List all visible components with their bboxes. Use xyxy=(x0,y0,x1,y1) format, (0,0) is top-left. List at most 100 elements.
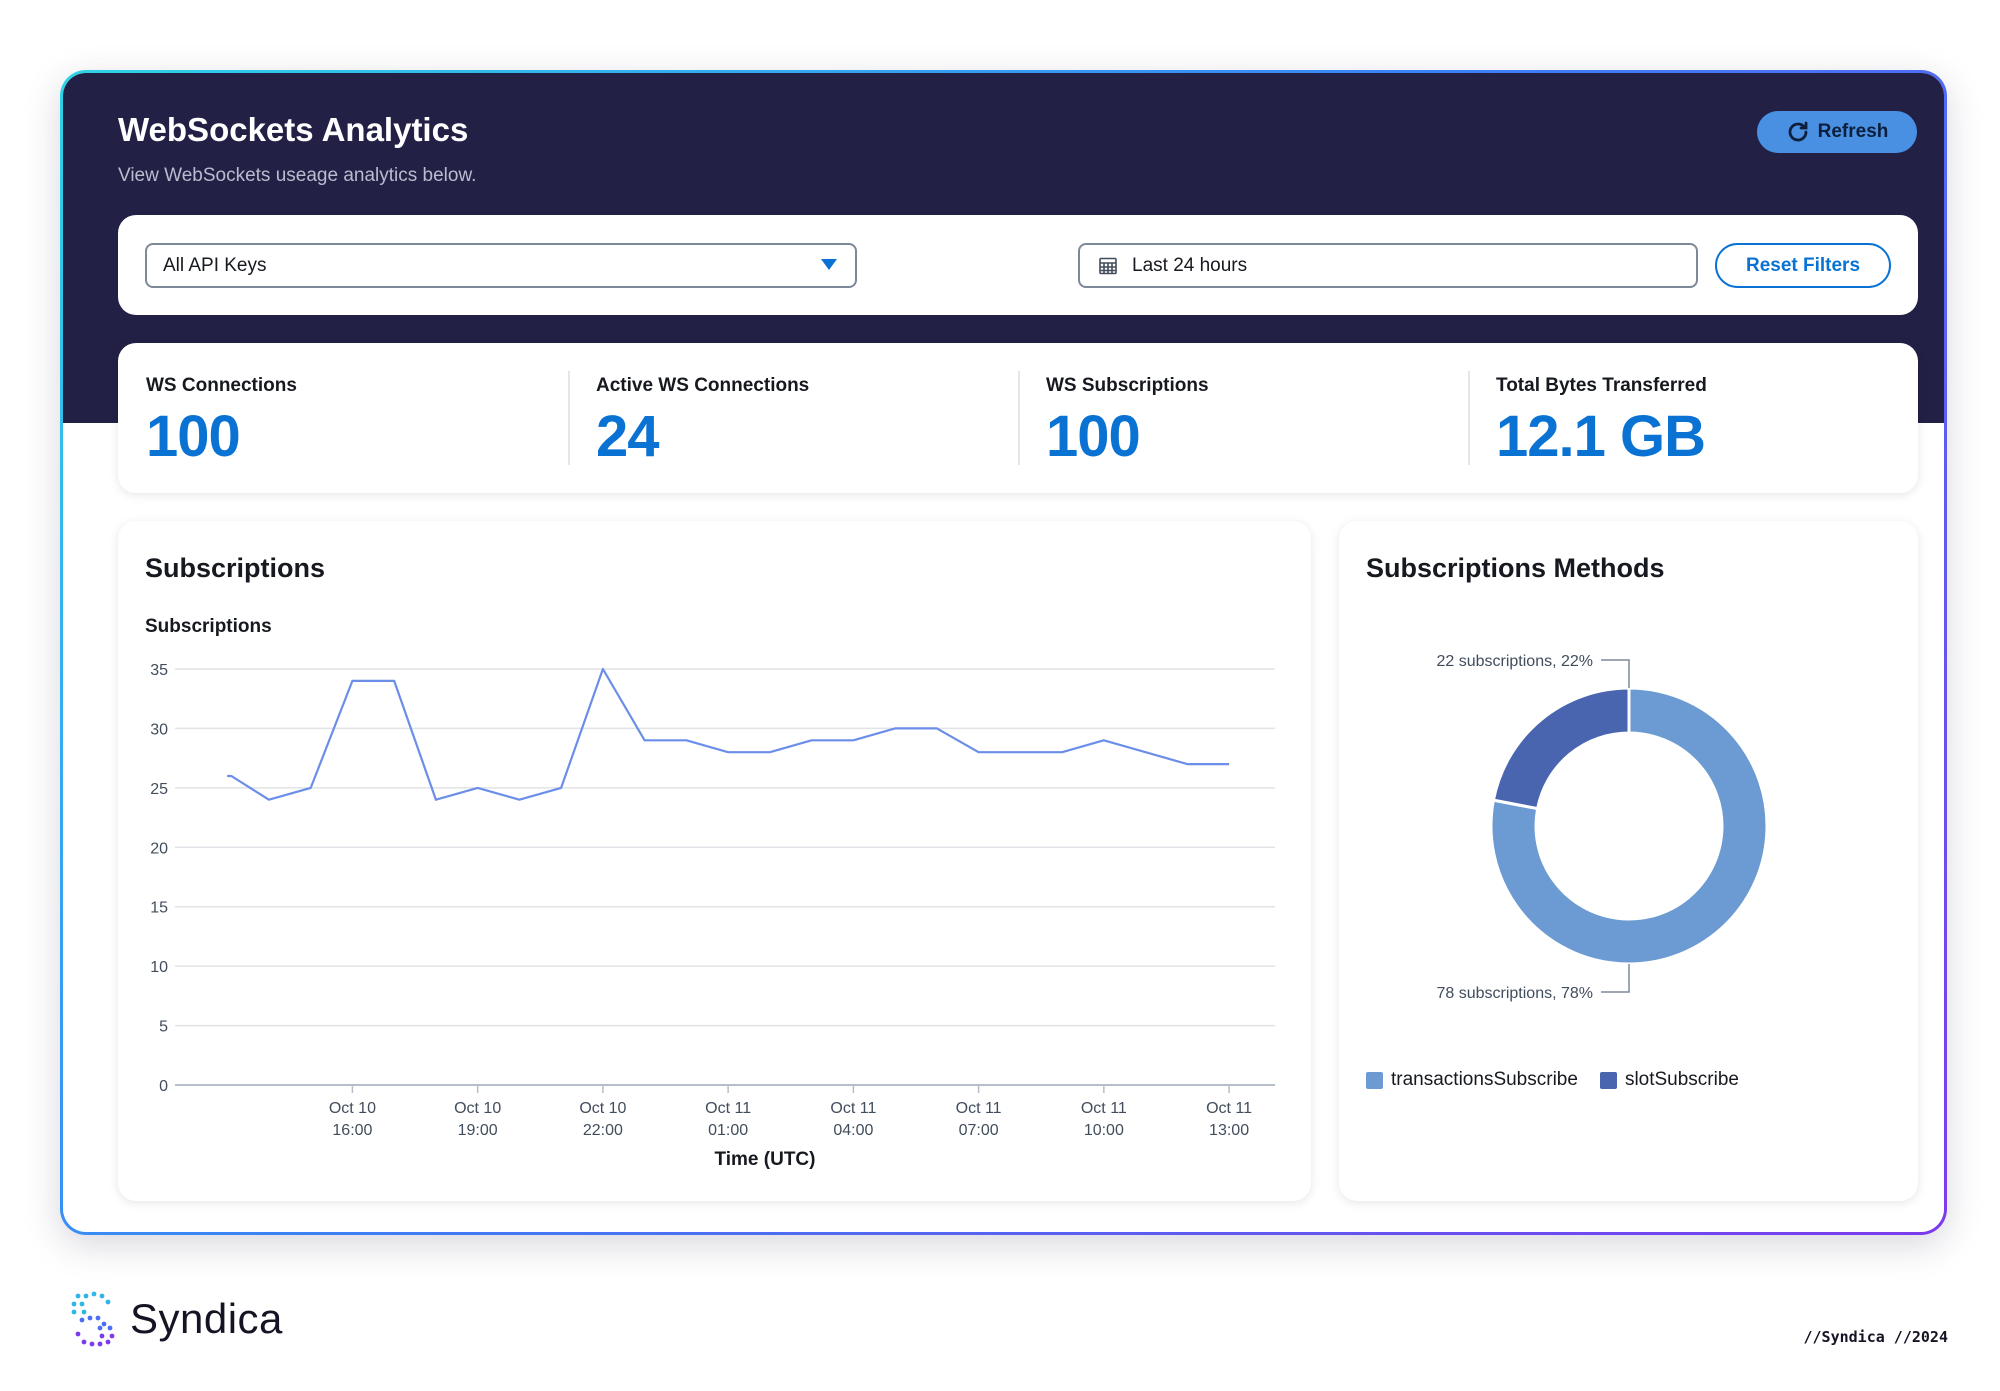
y-tick-label: 35 xyxy=(150,662,168,679)
x-tick-label: Oct 11 xyxy=(830,1100,876,1117)
filter-bar: All API Keys Last 24 hours Reset Filters xyxy=(118,215,1918,315)
data-point[interactable] xyxy=(430,794,442,806)
data-point[interactable] xyxy=(597,663,609,675)
x-tick-label: 22:00 xyxy=(583,1122,623,1139)
dashboard-window: WebSockets Analytics View WebSockets use… xyxy=(60,70,1947,1235)
brand-name: Syndica xyxy=(130,1295,283,1342)
date-range-picker[interactable]: Last 24 hours xyxy=(1078,243,1698,288)
metric-value: 100 xyxy=(146,404,241,469)
data-point[interactable] xyxy=(555,782,567,794)
x-tick-label: 10:00 xyxy=(1084,1122,1124,1139)
x-tick-label: Oct 11 xyxy=(705,1100,751,1117)
metric-label: WS Connections xyxy=(146,375,297,396)
subscription-methods-donut: 22 subscriptions, 22% 78 subscriptions, 7… xyxy=(1436,653,1769,1002)
data-point[interactable] xyxy=(722,746,734,758)
y-tick-label: 20 xyxy=(150,840,168,857)
y-axis-title: Subscriptions xyxy=(145,616,272,637)
subscription-methods-card: 22 subscriptions, 22% 78 subscriptions, 7… xyxy=(1339,521,1918,1201)
y-tick-label: 15 xyxy=(150,900,168,917)
data-point[interactable] xyxy=(346,675,358,687)
slice-label-slot: 22 subscriptions, 22% xyxy=(1436,653,1593,670)
data-point[interactable] xyxy=(513,794,525,806)
data-point[interactable] xyxy=(263,794,275,806)
metric-ws-subscriptions: WS Subscriptions 100 xyxy=(1018,343,1468,493)
data-point[interactable] xyxy=(806,734,818,746)
metric-value: 12.1 GB xyxy=(1496,404,1706,469)
legend-item-transactions[interactable]: transactionsSubscribe xyxy=(1366,1069,1578,1091)
subscriptions-chart-card: 0 5 10 15 20 25 30 35 Oct 10 16:00 Oct 10 19:00 Oct … xyxy=(118,521,1311,1201)
data-point[interactable] xyxy=(931,722,943,734)
calendar-icon xyxy=(1099,257,1117,274)
legend-swatch xyxy=(1599,1071,1617,1089)
data-point[interactable] xyxy=(1014,746,1026,758)
subscriptions-line-chart: 0 5 10 15 20 25 30 35 Oct 10 16:00 Oct 10 19:00 Oct … xyxy=(150,662,1275,1170)
metric-label: WS Subscriptions xyxy=(1046,375,1209,396)
x-tick-label: Oct 11 xyxy=(1081,1100,1127,1117)
legend-label: transactionsSubscribe xyxy=(1391,1069,1578,1090)
data-point[interactable] xyxy=(1223,758,1235,770)
page-subtitle: View WebSockets useage analytics below. xyxy=(118,165,477,186)
y-tick-label: 5 xyxy=(159,1019,168,1036)
data-point[interactable] xyxy=(680,734,692,746)
donut-slice-slot[interactable] xyxy=(1491,686,1631,811)
legend-item-slot[interactable]: slotSubscribe xyxy=(1599,1069,1739,1091)
y-tick-label: 10 xyxy=(150,959,168,976)
x-tick-label: 04:00 xyxy=(833,1122,873,1139)
metrics-card: WS Connections 100 Active WS Connections… xyxy=(118,343,1918,493)
subscriptions-series-line[interactable] xyxy=(227,667,1230,801)
data-point[interactable] xyxy=(225,770,237,782)
legend-swatch xyxy=(1366,1071,1383,1089)
date-range-value: Last 24 hours xyxy=(1132,254,1248,276)
donut-slice-transactions[interactable] xyxy=(1489,686,1769,966)
y-tick-label: 0 xyxy=(159,1078,168,1095)
data-point[interactable] xyxy=(847,734,859,746)
metric-ws-connections: WS Connections 100 xyxy=(118,343,568,493)
x-tick-label: Oct 10 xyxy=(329,1100,376,1117)
refresh-label: Refresh xyxy=(1817,121,1889,142)
refresh-icon xyxy=(1788,121,1808,142)
x-tick-label: Oct 11 xyxy=(956,1100,1002,1117)
chart-legend: transactionsSubscribe slotSubscribe xyxy=(1366,1069,1739,1091)
page-title: WebSockets Analytics xyxy=(118,111,469,148)
footer-tag: //Syndica //2024 xyxy=(1803,1328,1949,1346)
leader-line xyxy=(1601,964,1630,993)
reset-filters-button[interactable]: Reset Filters xyxy=(1715,243,1891,288)
metric-active-ws-connections: Active WS Connections 24 xyxy=(568,343,1018,493)
leader-line xyxy=(1601,659,1630,688)
x-tick-label: Oct 10 xyxy=(454,1100,501,1117)
caret-down-icon xyxy=(821,259,837,270)
metric-value: 100 xyxy=(1046,404,1141,469)
slice-label-transactions: 78 subscriptions, 78% xyxy=(1436,985,1593,1002)
x-tick-label: 19:00 xyxy=(458,1122,498,1139)
data-point[interactable] xyxy=(388,675,400,687)
api-key-select[interactable]: All API Keys xyxy=(145,243,857,288)
data-point[interactable] xyxy=(472,782,484,794)
x-tick-label: Oct 11 xyxy=(1206,1100,1252,1117)
data-point[interactable] xyxy=(305,782,317,794)
syndica-logo: Syndica xyxy=(70,1290,283,1348)
y-tick-label: 25 xyxy=(150,781,168,798)
y-tick-label: 30 xyxy=(150,721,168,738)
data-point[interactable] xyxy=(639,734,651,746)
api-key-select-value: All API Keys xyxy=(163,254,267,276)
data-point[interactable] xyxy=(973,746,985,758)
data-point[interactable] xyxy=(764,746,776,758)
legend-label: slotSubscribe xyxy=(1624,1069,1739,1090)
x-tick-label: 13:00 xyxy=(1209,1122,1249,1139)
refresh-button[interactable]: Refresh xyxy=(1757,111,1917,153)
chart-card-title: Subscriptions Methods xyxy=(1366,553,1665,583)
x-tick-label: 07:00 xyxy=(959,1122,999,1139)
metric-total-bytes: Total Bytes Transferred 12.1 GB xyxy=(1468,343,1918,493)
x-tick-label: Oct 10 xyxy=(579,1100,626,1117)
chart-card-title: Subscriptions xyxy=(145,553,326,583)
syndica-logo-icon xyxy=(71,1291,115,1347)
data-point[interactable] xyxy=(889,722,901,734)
data-point[interactable] xyxy=(1140,746,1152,758)
data-point[interactable] xyxy=(1181,758,1193,770)
data-point[interactable] xyxy=(1056,746,1068,758)
data-point[interactable] xyxy=(1098,734,1110,746)
metric-label: Total Bytes Transferred xyxy=(1496,375,1707,396)
dashboard-content: WebSockets Analytics View WebSockets use… xyxy=(63,73,1944,1232)
x-axis-title: Time (UTC) xyxy=(715,1149,816,1170)
x-tick-label: 16:00 xyxy=(332,1122,372,1139)
